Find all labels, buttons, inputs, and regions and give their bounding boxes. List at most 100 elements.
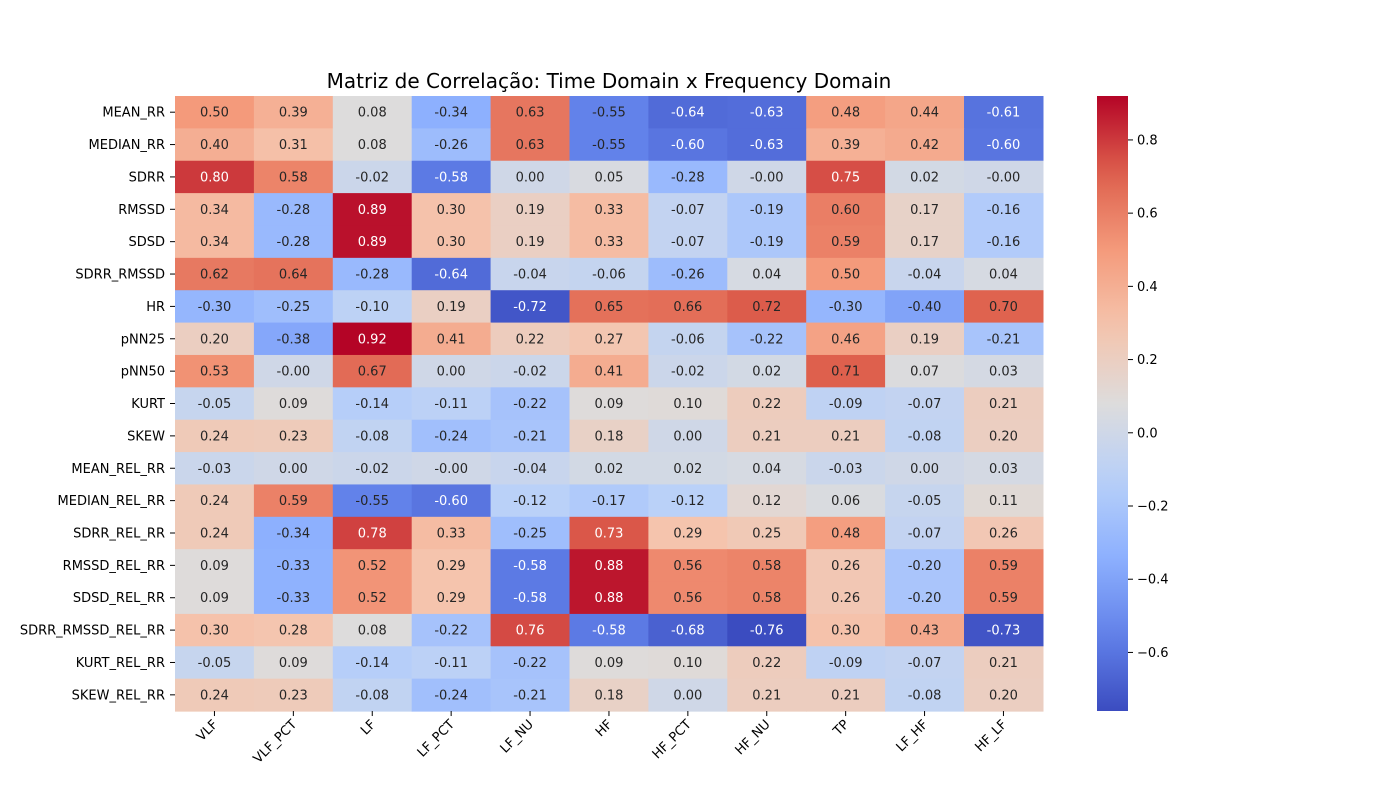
cell-value-label: 0.21	[752, 429, 781, 444]
colorbar-tick-label: −0.6	[1137, 646, 1169, 661]
heatmap-cell	[964, 646, 1044, 680]
heatmap-cell	[964, 96, 1044, 129]
cell-value-label: -0.07	[908, 526, 942, 541]
heatmap-cell	[569, 516, 649, 550]
cell-value-label: 0.59	[831, 235, 860, 250]
heatmap-cell	[648, 354, 728, 388]
heatmap-cell	[806, 452, 886, 486]
heatmap-cell	[806, 581, 886, 615]
row-label: pNN50	[121, 365, 165, 380]
cell-value-label: 0.09	[279, 656, 308, 671]
cell-value-label: 0.09	[594, 397, 623, 412]
cell-value-label: -0.05	[198, 656, 232, 671]
cell-value-label: 0.30	[437, 203, 466, 218]
heatmap-cell	[411, 581, 492, 615]
cell-value-label: -0.55	[355, 494, 389, 509]
heatmap-cell	[175, 322, 255, 356]
cell-value-label: -0.58	[513, 559, 547, 574]
heatmap-cell	[332, 484, 413, 518]
cell-value-label: 0.59	[989, 591, 1018, 606]
cell-value-label: 0.19	[910, 332, 939, 347]
heatmap-cell	[175, 678, 255, 712]
heatmap-cell	[885, 678, 965, 712]
cell-value-label: -0.38	[277, 332, 311, 347]
cell-value-label: -0.28	[671, 170, 705, 185]
heatmap-cell	[885, 484, 965, 518]
heatmap-cell	[885, 581, 965, 615]
cell-value-label: 0.00	[279, 462, 308, 477]
cell-value-label: 0.34	[200, 203, 229, 218]
cell-value-label: -0.07	[671, 235, 705, 250]
heatmap-cell	[175, 290, 255, 324]
heatmap-cell	[806, 290, 886, 324]
heatmap-cell	[253, 96, 334, 129]
cell-value-label: -0.28	[277, 203, 311, 218]
cell-value-label: -0.25	[277, 300, 311, 315]
cell-value-label: -0.63	[750, 106, 784, 121]
cell-value-label: 0.02	[673, 462, 702, 477]
heatmap-cell	[569, 354, 649, 388]
cell-value-label: 0.65	[594, 300, 623, 315]
cell-value-label: 0.09	[279, 397, 308, 412]
heatmap-cell	[964, 419, 1044, 453]
cell-value-label: -0.64	[671, 106, 705, 121]
cell-value-label: 0.17	[910, 235, 939, 250]
heatmap-cell	[253, 549, 334, 583]
cell-value-label: -0.64	[434, 268, 468, 283]
heatmap-cell	[885, 646, 965, 680]
heatmap-cell	[727, 549, 807, 583]
row-label: SDRR_RMSSD_REL_RR	[20, 624, 165, 639]
heatmap-cell	[253, 484, 334, 518]
heatmap-cell	[885, 225, 965, 259]
row-label: SDRR	[129, 170, 165, 185]
cell-value-label: -0.34	[434, 106, 468, 121]
cell-value-label: -0.63	[750, 138, 784, 153]
cell-value-label: 0.56	[673, 559, 702, 574]
cell-value-label: 0.05	[594, 170, 623, 185]
heatmap-cell	[490, 387, 571, 421]
cell-value-label: -0.08	[355, 688, 389, 703]
cell-value-label: 0.89	[358, 235, 387, 250]
heatmap-cell	[175, 193, 255, 227]
cell-value-label: 0.46	[831, 332, 860, 347]
heatmap-cell	[569, 613, 649, 647]
cell-value-label: 0.12	[752, 494, 781, 509]
cell-value-label: 0.21	[989, 397, 1018, 412]
cell-value-label: 0.04	[752, 268, 781, 283]
cell-value-label: 0.10	[673, 397, 702, 412]
heatmap-cell	[806, 678, 886, 712]
heatmap-cell	[253, 419, 334, 453]
cell-value-label: 0.48	[831, 106, 860, 121]
cell-value-label: -0.11	[434, 656, 468, 671]
cell-value-label: 0.58	[752, 591, 781, 606]
cell-value-label: -0.26	[671, 268, 705, 283]
cell-value-label: -0.16	[987, 235, 1021, 250]
cell-value-label: -0.02	[355, 462, 389, 477]
cell-value-label: -0.40	[908, 300, 942, 315]
cell-value-label: -0.05	[908, 494, 942, 509]
cell-value-label: 0.17	[910, 203, 939, 218]
cell-value-label: -0.08	[908, 429, 942, 444]
cell-value-label: -0.58	[592, 624, 626, 639]
cell-value-label: -0.22	[750, 332, 784, 347]
heatmap-cell	[648, 484, 728, 518]
cell-value-label: -0.55	[592, 106, 626, 121]
row-label: MEAN_REL_RR	[71, 462, 165, 477]
heatmap-cell	[806, 613, 886, 647]
cell-value-label: -0.02	[355, 170, 389, 185]
heatmap-cell	[806, 322, 886, 356]
heatmap-cell	[569, 322, 649, 356]
column-label: HF	[593, 717, 616, 740]
heatmap-cell	[253, 354, 334, 388]
heatmap-cell	[490, 613, 571, 647]
heatmap-cell	[411, 387, 492, 421]
heatmap-cell	[175, 452, 255, 486]
colorbar-gradient	[1097, 96, 1128, 711]
cell-value-label: 0.71	[831, 365, 860, 380]
cell-value-label: 0.92	[358, 332, 387, 347]
heatmap-cell	[332, 322, 413, 356]
cell-value-label: 0.39	[831, 138, 860, 153]
row-label: SDRR_REL_RR	[73, 526, 165, 541]
cell-value-label: 0.09	[200, 559, 229, 574]
cell-value-label: -0.12	[671, 494, 705, 509]
